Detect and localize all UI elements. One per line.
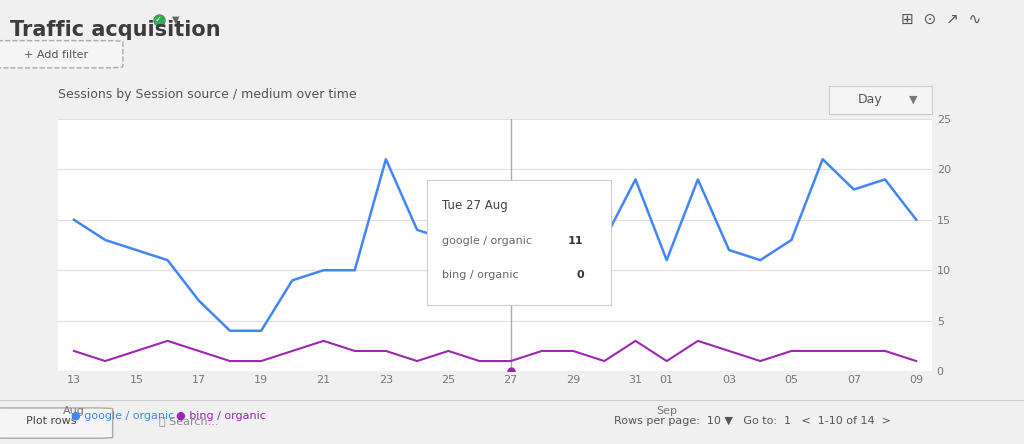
- Text: Plot rows: Plot rows: [26, 416, 77, 426]
- Text: 11: 11: [568, 236, 584, 246]
- Text: + Add filter: + Add filter: [25, 50, 88, 59]
- Text: Tue 27 Aug: Tue 27 Aug: [441, 199, 508, 212]
- Text: Aug: Aug: [63, 406, 85, 416]
- Text: ● google / organic: ● google / organic: [71, 411, 174, 420]
- Text: google / organic: google / organic: [441, 236, 531, 246]
- Text: Sep: Sep: [656, 406, 677, 416]
- Text: ⊞  ⊙  ↗  ∿: ⊞ ⊙ ↗ ∿: [901, 12, 981, 27]
- Text: ▼: ▼: [909, 95, 918, 105]
- Text: Traffic acquisition: Traffic acquisition: [10, 20, 221, 40]
- Text: bing / organic: bing / organic: [441, 270, 518, 280]
- Text: ▼: ▼: [172, 15, 179, 24]
- Text: ● bing / organic: ● bing / organic: [176, 411, 266, 420]
- Text: Day: Day: [858, 94, 883, 107]
- Text: Rows per page:  10 ▼   Go to:  1   <  1-10 of 14  >: Rows per page: 10 ▼ Go to: 1 < 1-10 of 1…: [614, 416, 891, 426]
- Text: 🔍 Search...: 🔍 Search...: [159, 416, 218, 426]
- Text: ✓: ✓: [156, 15, 162, 24]
- Text: Sessions by Session source / medium over time: Sessions by Session source / medium over…: [58, 88, 357, 101]
- FancyBboxPatch shape: [0, 40, 123, 68]
- Text: 0: 0: [577, 270, 584, 280]
- FancyBboxPatch shape: [0, 408, 113, 438]
